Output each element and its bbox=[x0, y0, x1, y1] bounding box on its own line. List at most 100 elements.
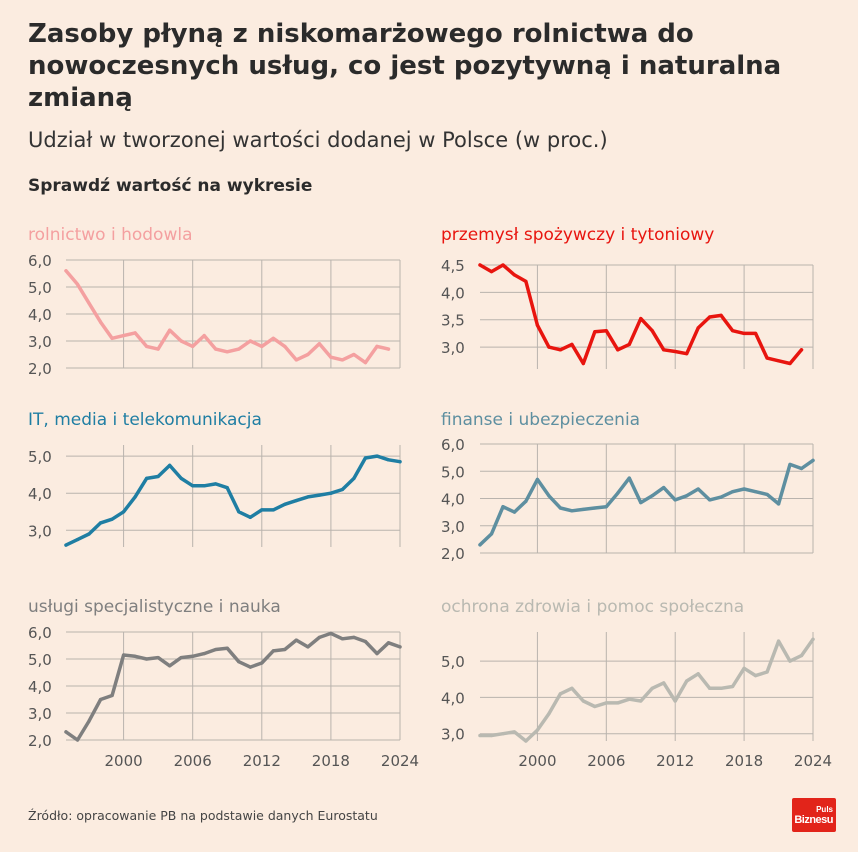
logo-text-line1: Puls bbox=[816, 805, 833, 814]
data-point bbox=[604, 329, 608, 333]
data-point bbox=[237, 510, 241, 514]
data-point bbox=[375, 454, 379, 458]
data-point bbox=[581, 699, 585, 703]
data-point bbox=[673, 699, 677, 703]
y-tick-label: 3,0 bbox=[28, 333, 52, 351]
data-point bbox=[317, 635, 321, 640]
data-point bbox=[64, 543, 68, 547]
data-point bbox=[306, 352, 310, 357]
data-point bbox=[168, 328, 172, 332]
y-tick-label: 4,5 bbox=[441, 257, 465, 275]
data-point bbox=[478, 543, 482, 547]
y-tick-label: 6,0 bbox=[441, 436, 465, 454]
panel-6: ochrona zdrowia i pomoc społeczna 5,0 4,0 3… bbox=[441, 597, 832, 770]
data-point bbox=[179, 339, 183, 343]
series-line bbox=[478, 637, 815, 743]
data-point bbox=[283, 502, 287, 506]
data-point bbox=[98, 320, 103, 324]
data-point bbox=[662, 681, 666, 685]
data-point bbox=[214, 347, 218, 351]
data-point bbox=[156, 347, 160, 351]
data-point bbox=[650, 494, 654, 498]
data-point bbox=[776, 502, 781, 506]
data-point bbox=[696, 487, 700, 491]
data-point bbox=[570, 342, 574, 346]
data-point bbox=[524, 279, 528, 284]
data-point bbox=[650, 686, 654, 690]
data-point bbox=[121, 653, 126, 657]
data-point bbox=[616, 701, 620, 705]
data-point bbox=[788, 659, 792, 663]
data-point bbox=[662, 348, 666, 352]
data-point bbox=[650, 329, 654, 333]
data-point bbox=[593, 330, 597, 334]
data-point bbox=[731, 490, 735, 494]
data-point bbox=[133, 331, 137, 335]
data-point bbox=[535, 323, 540, 327]
data-point bbox=[329, 491, 333, 495]
data-point bbox=[271, 336, 275, 340]
data-point bbox=[501, 732, 505, 736]
y-tick-label: 6,0 bbox=[28, 252, 52, 270]
data-point bbox=[294, 358, 298, 362]
data-point bbox=[547, 494, 551, 498]
data-point bbox=[214, 647, 218, 652]
small-multiples-chart: rolnictwo i hodowla 6,0 5,0 4,0 3,0 2,0 przemy… bbox=[28, 225, 832, 770]
panel-3: IT, media i telekomunikacja 5,0 4,0 3,0 bbox=[28, 410, 402, 547]
data-point bbox=[673, 498, 677, 502]
data-point bbox=[145, 344, 149, 348]
data-point bbox=[753, 490, 758, 494]
data-point bbox=[75, 537, 80, 542]
x-tick-label: 2012 bbox=[656, 752, 694, 770]
data-point bbox=[788, 361, 792, 366]
data-point bbox=[375, 652, 379, 656]
x-tick-label: 2000 bbox=[518, 752, 556, 770]
x-tick-label: 2024 bbox=[381, 752, 419, 770]
data-point bbox=[719, 686, 723, 690]
panel-title: rolnictwo i hodowla bbox=[28, 225, 193, 245]
y-tick-label: 3,0 bbox=[441, 518, 465, 536]
y-tick-label: 2,0 bbox=[28, 732, 52, 750]
data-point bbox=[363, 456, 368, 460]
x-tick-label: 2018 bbox=[312, 752, 350, 770]
panel-2: przemysł spożywczy i tytoniowy 4,5 4,0 3,5 3… bbox=[441, 225, 814, 369]
data-point bbox=[248, 339, 252, 343]
data-point bbox=[386, 458, 391, 462]
y-tick-label: 6,0 bbox=[28, 624, 52, 642]
data-point bbox=[260, 661, 264, 665]
data-point bbox=[731, 684, 735, 689]
check-value-prompt: Sprawdź wartość na wykresie bbox=[28, 176, 313, 196]
panel-4: finanse i ubezpieczenia 6,0 5,0 4,0 3,0 2,0 bbox=[441, 410, 815, 563]
data-point bbox=[512, 730, 517, 734]
data-point bbox=[317, 342, 321, 346]
data-point bbox=[214, 482, 218, 486]
data-point bbox=[271, 508, 275, 512]
data-point bbox=[501, 505, 505, 509]
data-point bbox=[294, 638, 298, 642]
data-point bbox=[64, 730, 68, 734]
logo-text-line2: Biznesu bbox=[794, 814, 833, 826]
data-point bbox=[742, 331, 746, 336]
data-point bbox=[776, 639, 781, 643]
data-point bbox=[765, 356, 769, 360]
data-point bbox=[662, 486, 666, 490]
data-point bbox=[398, 645, 402, 649]
data-point bbox=[570, 509, 574, 513]
data-point bbox=[524, 499, 528, 503]
data-point bbox=[799, 466, 804, 471]
data-point bbox=[639, 500, 643, 505]
y-tick-label: 3,0 bbox=[441, 726, 465, 744]
data-point bbox=[753, 674, 758, 678]
x-tick-label: 2000 bbox=[104, 752, 142, 770]
data-point bbox=[512, 273, 517, 277]
data-point bbox=[294, 499, 298, 503]
y-tick-label: 5,0 bbox=[441, 653, 465, 671]
x-tick-label: 2006 bbox=[587, 752, 625, 770]
data-point bbox=[352, 635, 356, 640]
data-point bbox=[685, 352, 689, 356]
puls-biznesu-logo: Puls Biznesu bbox=[792, 798, 836, 832]
data-point bbox=[811, 637, 815, 641]
data-point bbox=[191, 484, 195, 488]
data-point bbox=[570, 686, 574, 690]
data-point bbox=[719, 313, 723, 317]
